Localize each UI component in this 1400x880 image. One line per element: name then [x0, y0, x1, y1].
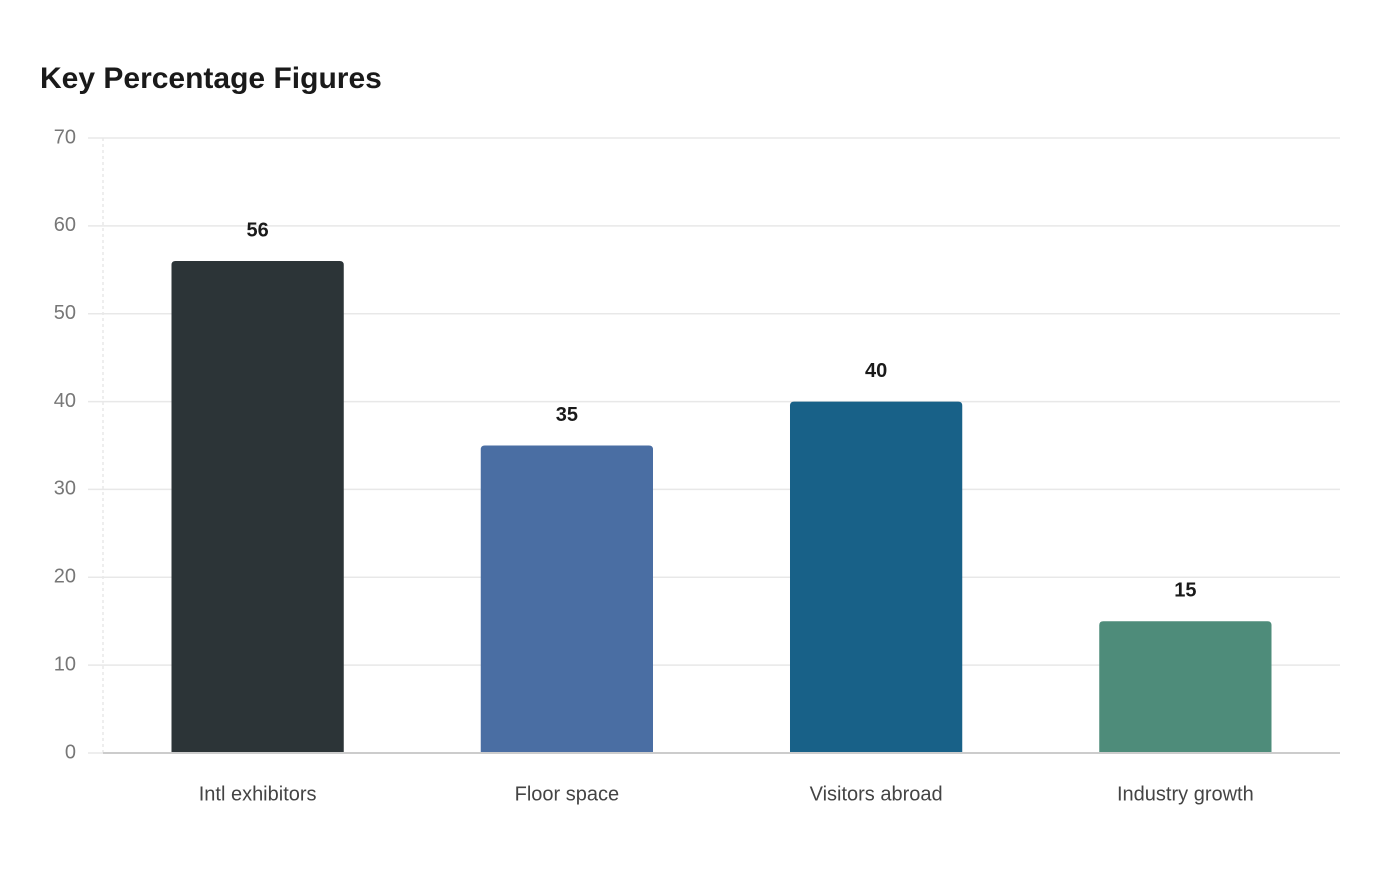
x-tick-label: Visitors abroad	[810, 783, 943, 805]
x-tick-label: Floor space	[515, 783, 620, 805]
value-label: 15	[1174, 579, 1196, 601]
y-tick-label: 70	[54, 126, 76, 148]
y-tick-label: 60	[54, 214, 76, 236]
x-tick-label: Industry growth	[1117, 783, 1254, 805]
x-tick-label: Intl exhibitors	[199, 783, 317, 805]
chart-title: Key Percentage Figures	[40, 62, 382, 95]
y-tick-label: 10	[54, 653, 76, 675]
y-tick-label: 50	[54, 302, 76, 324]
bar	[789, 401, 963, 753]
y-tick-label: 0	[65, 741, 76, 763]
value-label: 40	[865, 360, 887, 382]
y-tick-label: 20	[54, 566, 76, 588]
bar	[171, 261, 344, 753]
y-tick-label: 30	[54, 478, 76, 500]
bar	[1099, 621, 1272, 753]
value-label: 56	[247, 219, 269, 241]
bar	[480, 445, 654, 753]
y-tick-label: 40	[54, 390, 76, 412]
value-label: 35	[556, 404, 578, 426]
